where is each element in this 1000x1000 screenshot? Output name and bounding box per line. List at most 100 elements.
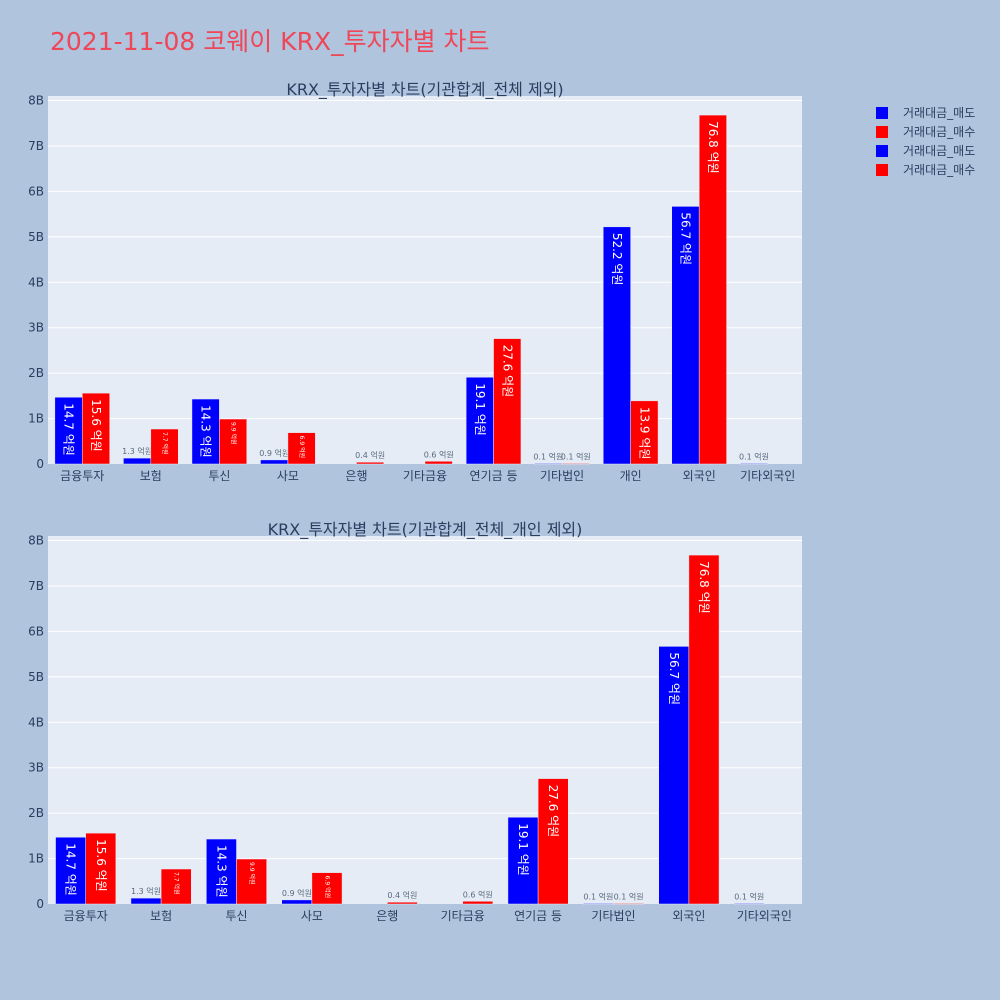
- data-label: 19.1 억원: [473, 383, 487, 436]
- data-label: 0.1 억원: [561, 452, 591, 462]
- y-tick-label: 5B: [28, 670, 44, 684]
- legend-item[interactable]: 거래대금_매수: [876, 160, 975, 179]
- legend-item[interactable]: 거래대금_매수: [876, 122, 975, 141]
- bar: [462, 901, 494, 905]
- x-tick-label: 기타외국인: [737, 909, 792, 923]
- chart-title: KRX_투자자별 차트(기관합계_전체_개인 제외): [268, 520, 583, 540]
- bar: [206, 838, 237, 905]
- bar: [507, 816, 539, 905]
- legend-item[interactable]: 거래대금_매도: [876, 141, 975, 160]
- legend-swatch: [876, 163, 888, 176]
- bar: [465, 376, 494, 465]
- x-tick-label: 사모: [277, 469, 299, 483]
- data-label: 0.1 억원: [533, 452, 563, 462]
- bar: [740, 463, 768, 465]
- data-label: 0.6 억원: [424, 449, 454, 459]
- y-tick-label: 5B: [28, 230, 44, 244]
- data-label: 0.1 억원: [734, 892, 764, 902]
- bar: [150, 428, 179, 465]
- data-label: 0.9 억원: [282, 888, 312, 898]
- data-label: 76.8 억원: [697, 561, 711, 614]
- y-tick-label: 2B: [28, 366, 44, 380]
- data-label: 0.1 억원: [739, 452, 769, 462]
- y-tick-label: 2B: [28, 806, 44, 820]
- x-tick-label: 외국인: [672, 909, 705, 923]
- bar: [311, 872, 343, 905]
- data-label: 14.7 억원: [64, 843, 78, 896]
- y-tick-label: 7B: [28, 579, 44, 593]
- data-label: 0.4 억원: [387, 890, 417, 900]
- data-label: 27.6 억원: [500, 345, 514, 398]
- bar: [583, 903, 614, 905]
- chart-excluding-institution-total-and-individual: 0 1B 2B 3B 4B 5B 6B 7B 8B KRX_투자자별 차트(기관합계_전체_개인 …: [28, 520, 802, 923]
- data-label: 27.6 억원: [546, 785, 560, 838]
- y-tick-label: 6B: [28, 624, 44, 638]
- data-label: 19.1 억원: [516, 823, 530, 876]
- data-label: 0.1 억원: [614, 892, 644, 902]
- x-tick-label: 금융투자: [60, 469, 104, 483]
- bar: [236, 858, 267, 905]
- data-label: 0.6 억원: [463, 889, 493, 899]
- data-label: 13.9 억원: [637, 407, 651, 460]
- x-tick-label: 은행: [345, 468, 367, 483]
- data-label: 6.9 억원: [323, 876, 331, 899]
- bar: [537, 778, 569, 905]
- legend-swatch: [876, 144, 888, 157]
- x-tick-label: 연기금 등: [514, 909, 562, 923]
- data-label: 56.7 억원: [678, 212, 692, 265]
- data-label: 9.9 억원: [248, 862, 256, 885]
- bar: [671, 206, 700, 465]
- y-tick-label: 4B: [28, 275, 44, 289]
- data-label: 0.9 억원: [259, 448, 289, 458]
- bar: [424, 461, 453, 465]
- data-label: 15.6 억원: [89, 399, 103, 452]
- data-label: 52.2 억원: [610, 233, 624, 286]
- y-tick-label: 0: [36, 897, 44, 911]
- x-tick-label: 보험: [150, 909, 172, 923]
- x-tick-label: 기타법인: [540, 469, 584, 483]
- bar: [130, 897, 162, 905]
- y-tick-label: 8B: [28, 94, 44, 108]
- bar: [55, 836, 86, 905]
- x-tick-label: 은행: [376, 908, 398, 923]
- x-tick-label: 연기금 등: [470, 469, 518, 483]
- y-tick-label: 3B: [28, 761, 44, 775]
- x-tick-label: 금융투자: [64, 909, 108, 923]
- y-tick-label: 0: [36, 457, 44, 471]
- data-label: 0.1 억원: [583, 892, 613, 902]
- data-label: 14.3 억원: [214, 845, 228, 898]
- bar: [85, 832, 117, 905]
- x-tick-label: 투신: [225, 909, 247, 923]
- data-label: 76.8 억원: [706, 121, 720, 174]
- bar: [219, 418, 248, 465]
- bar: [613, 903, 644, 905]
- legend-swatch: [876, 125, 888, 138]
- bar: [281, 899, 313, 905]
- data-label: 0.4 억원: [355, 450, 385, 460]
- x-tick-label: 외국인: [683, 469, 716, 483]
- legend[interactable]: 거래대금_매도 거래대금_매수 거래대금_매도 거래대금_매수: [876, 103, 975, 179]
- x-tick-label: 기타금융: [403, 469, 447, 483]
- x-tick-label: 투신: [208, 469, 230, 483]
- x-tick-label: 기타금융: [441, 909, 485, 923]
- bar: [160, 868, 192, 905]
- x-tick-label: 기타법인: [591, 909, 635, 923]
- y-tick-label: 6B: [28, 184, 44, 198]
- legend-label: 거래대금_매수: [903, 125, 976, 139]
- data-label: 7.7 억원: [161, 432, 169, 455]
- y-tick-label: 1B: [28, 412, 44, 426]
- x-tick-label: 기타외국인: [740, 469, 795, 483]
- legend-item[interactable]: 거래대금_매도: [876, 103, 975, 122]
- legend-label: 거래대금_매도: [903, 106, 976, 120]
- y-tick-label: 1B: [28, 852, 44, 866]
- data-label: 1.3 억원: [122, 446, 152, 456]
- bar: [287, 432, 316, 465]
- bar: [54, 396, 83, 465]
- bar: [561, 463, 590, 465]
- y-tick-label: 7B: [28, 139, 44, 153]
- bar: [630, 400, 659, 465]
- chart-title: KRX_투자자별 차트(기관합계_전체 제외): [286, 80, 563, 100]
- bar: [493, 338, 522, 465]
- bar: [356, 461, 385, 465]
- y-tick-label: 3B: [28, 321, 44, 335]
